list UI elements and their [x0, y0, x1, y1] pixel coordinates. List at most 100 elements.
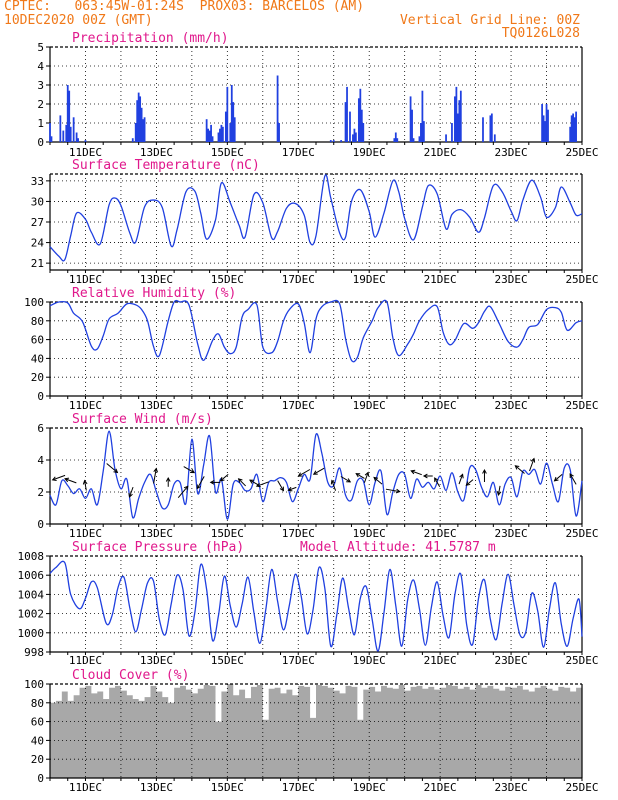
precip-bar: [418, 136, 421, 142]
precip-bar: [349, 111, 351, 142]
precip-bar: [459, 90, 462, 142]
wind-vector-head: [183, 485, 189, 491]
precip-bar: [346, 86, 348, 142]
wind-vector-shaft: [529, 458, 535, 472]
x-tick-label: 25DEC: [565, 654, 598, 667]
wind-vector-head: [51, 476, 57, 481]
precip-bar: [482, 117, 484, 142]
precip-bar: [490, 113, 493, 142]
header-station: CPTEC: 063:45W-01:24S PROX03: BARCELOS (…: [4, 0, 365, 14]
x-tick-label: 19DEC: [353, 146, 386, 159]
wind-vector-shaft: [183, 466, 195, 474]
y-tick-label: 4: [37, 454, 44, 467]
y-tick-label: 24: [31, 237, 45, 250]
precip-bar: [359, 88, 362, 142]
x-tick-label: 11DEC: [69, 654, 102, 667]
y-tick-label: 2: [37, 486, 44, 499]
wind-vector-arrow: [363, 471, 370, 483]
x-tick-label: 17DEC: [282, 146, 315, 159]
wind-vector-shaft: [411, 470, 422, 476]
wind-vector-shaft: [363, 472, 369, 483]
x-tick-label: 11DEC: [69, 399, 102, 412]
wind-vector-arrow: [355, 473, 365, 479]
wind-vector-shaft: [434, 477, 441, 487]
precip-bar: [222, 126, 224, 142]
wind-vector-head: [279, 486, 284, 492]
precip-bar: [84, 140, 87, 142]
precip-bar: [211, 136, 214, 142]
x-tick-label: 15DEC: [211, 654, 244, 667]
precip-bar: [455, 86, 458, 142]
wind-title: Surface Wind (m/s): [72, 412, 213, 427]
wind-vector-shaft: [331, 480, 337, 491]
y-tick-label: 60: [31, 334, 44, 347]
wind-vector-head: [422, 473, 428, 479]
wind-vector-shaft: [52, 474, 66, 481]
x-tick-label: 23DEC: [495, 146, 528, 159]
x-tick-label: 13DEC: [140, 146, 173, 159]
wind-vector-head: [165, 476, 171, 482]
y-tick-label: 27: [31, 216, 44, 229]
wind-vector-head: [514, 465, 520, 470]
wind-vector-head: [297, 472, 303, 477]
wind-vector-arrow: [569, 473, 577, 485]
wind-vector-arrow: [458, 473, 464, 485]
wind-vector-head: [219, 476, 225, 482]
wind-vector-head: [410, 469, 416, 475]
wind-vector-head: [153, 467, 158, 473]
precip-bar: [229, 123, 232, 142]
x-tick-label: 19DEC: [353, 527, 386, 540]
precip-bar: [493, 134, 496, 142]
precip-bar: [545, 104, 548, 142]
y-tick-label: 1006: [18, 569, 45, 582]
wind-vector-shaft: [84, 480, 87, 491]
y-tick-label: 80: [31, 697, 44, 710]
wind-vector-head: [237, 478, 243, 483]
x-tick-label: 17DEC: [282, 399, 315, 412]
cloud-cover-area: [50, 684, 582, 778]
x-tick-label: 25DEC: [565, 399, 598, 412]
x-tick-label: 17DEC: [282, 273, 315, 286]
wind-vector-arrow: [165, 476, 171, 487]
precip-bar: [353, 128, 356, 142]
wind-vector-arrow: [219, 474, 229, 482]
x-tick-label: 15DEC: [211, 399, 244, 412]
precip-bar: [458, 100, 461, 142]
pres-series-line: [49, 560, 583, 652]
precip-bar: [205, 119, 208, 142]
wind-vector-arrow: [410, 469, 422, 476]
precip-bar: [572, 113, 575, 142]
y-tick-label: 80: [31, 315, 44, 328]
wind-vector-arrow: [312, 467, 325, 475]
precip-bar: [420, 123, 422, 142]
x-tick-label: 23DEC: [495, 527, 528, 540]
precip-bar: [393, 138, 396, 142]
x-tick-label: 23DEC: [495, 654, 528, 667]
precip-bar: [136, 100, 139, 142]
precip-bar: [332, 140, 335, 142]
wind-vector-shaft: [313, 467, 325, 475]
precip-bar: [278, 123, 280, 142]
wind-vector-arrow: [465, 479, 474, 486]
wind-vector-head: [395, 488, 401, 494]
y-tick-label: 998: [24, 646, 44, 659]
precip-bar: [412, 138, 415, 142]
y-tick-label: 30: [31, 195, 44, 208]
wind-vector-shaft: [298, 469, 311, 477]
wind-vector-arrow: [64, 477, 77, 484]
wind-vector-arrow: [51, 474, 66, 481]
precip-bar: [143, 117, 146, 142]
precip-bar: [65, 124, 68, 142]
precip-bar: [139, 96, 142, 142]
wind-vector-shaft: [465, 479, 474, 486]
x-tick-label: 21DEC: [424, 146, 457, 159]
wind-vector-shaft: [106, 463, 118, 473]
wind-vector-arrow: [82, 479, 88, 491]
precip-bar: [422, 121, 425, 142]
wind-vector-shaft: [64, 478, 77, 484]
y-tick-label: 2: [37, 98, 44, 111]
panel-pres: 998 1000 1002 1004 1006 1008 Surface Pressure …: [18, 540, 583, 659]
precip-bar: [219, 128, 221, 142]
precip-bar: [544, 121, 546, 142]
wind-vector-shaft: [129, 486, 134, 498]
